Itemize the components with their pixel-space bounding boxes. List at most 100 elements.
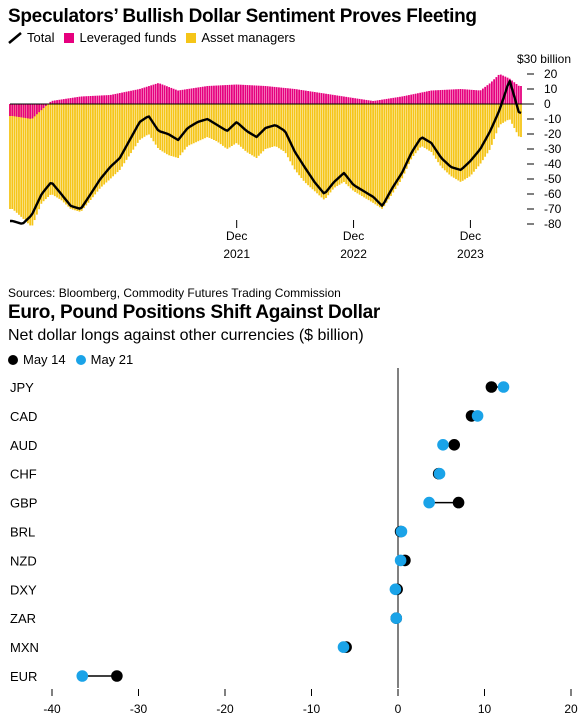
leveraged-funds-bar	[466, 89, 469, 104]
asset-managers-bar	[340, 104, 343, 184]
leveraged-funds-bar	[287, 88, 289, 104]
x-tick-label: -20	[216, 702, 234, 716]
leveraged-funds-bar	[239, 84, 242, 104]
asset-managers-bar	[118, 104, 121, 170]
asset-managers-bar	[372, 104, 374, 203]
leveraged-funds-bar	[455, 89, 457, 104]
asset-managers-bar	[40, 104, 43, 204]
asset-managers-bar	[143, 104, 146, 137]
leveraged-funds-bar	[497, 74, 500, 104]
leveraged-funds-bar	[219, 85, 222, 104]
leveraged-funds-bar	[62, 99, 65, 104]
asset-managers-bar	[49, 104, 52, 195]
asset-managers-bar	[405, 104, 408, 169]
leveraged-funds-bar	[58, 99, 61, 104]
leveraged-funds-bar	[275, 87, 278, 104]
leveraged-funds-bar	[157, 83, 159, 104]
leveraged-funds-bar	[92, 95, 94, 104]
leveraged-funds-bar	[502, 75, 504, 104]
may14-dot	[448, 439, 461, 451]
asset-managers-bar	[504, 104, 507, 122]
leveraged-funds-bar	[83, 96, 85, 104]
category-label: DXY	[10, 582, 37, 597]
leveraged-funds-bar	[372, 100, 374, 104]
asset-managers-bar	[11, 104, 14, 209]
asset-managers-bar	[403, 104, 406, 174]
leveraged-funds-bar	[508, 78, 511, 104]
leveraged-funds-bar	[401, 96, 404, 104]
category-label: MXN	[10, 640, 39, 655]
leveraged-funds-bar	[177, 90, 179, 104]
asset-managers-bar	[253, 104, 256, 157]
leveraged-funds-bar	[266, 86, 269, 104]
leveraged-funds-bar	[320, 93, 323, 104]
asset-managers-bar	[441, 104, 444, 169]
asset-managers-bar	[517, 104, 520, 137]
leveraged-funds-bar	[482, 88, 484, 104]
leveraged-funds-bar	[107, 95, 110, 104]
may14-dot	[452, 496, 465, 509]
leveraged-funds-bar	[307, 91, 309, 104]
asset-managers-bar	[448, 104, 451, 175]
leveraged-funds-bar	[87, 96, 90, 104]
asset-managers-bar	[414, 104, 417, 154]
asset-managers-bar	[385, 104, 388, 203]
asset-managers-bar	[455, 104, 457, 180]
leveraged-funds-bar	[11, 104, 14, 116]
asset-managers-bar	[18, 104, 20, 215]
leveraged-funds-bar	[44, 104, 47, 107]
x-tick-label: 2023	[457, 247, 484, 261]
leveraged-funds-bar	[136, 89, 139, 104]
leveraged-funds-bar	[446, 89, 448, 104]
leveraged-funds-bar	[112, 94, 114, 104]
asset-managers-bar	[369, 104, 372, 202]
asset-managers-bar	[394, 104, 397, 189]
leveraged-funds-bar	[262, 85, 265, 104]
leveraged-funds-bar	[349, 97, 352, 104]
may14-dot	[485, 381, 498, 393]
asset-managers-bar	[58, 104, 61, 199]
leveraged-funds-bar	[410, 94, 413, 104]
asset-managers-bar	[100, 104, 103, 187]
leveraged-funds-bar	[76, 97, 79, 104]
leveraged-funds-bar	[38, 104, 41, 113]
leveraged-funds-bar	[255, 85, 258, 104]
asset-managers-bar	[177, 104, 179, 158]
asset-managers-bar	[246, 104, 249, 153]
leveraged-funds-bar	[374, 100, 377, 104]
y-tick-label: 0	[544, 97, 551, 111]
legend-label-may14: May 14	[23, 352, 66, 367]
asset-managers-bar	[71, 104, 74, 210]
leveraged-funds-bar	[269, 86, 271, 104]
leveraged-funds-bar	[94, 95, 97, 104]
leveraged-funds-bar	[53, 100, 56, 104]
asset-managers-bar	[47, 104, 49, 197]
leveraged-funds-bar	[300, 89, 303, 104]
asset-managers-bar	[345, 104, 348, 185]
y-tick-label: -20	[544, 127, 562, 141]
leveraged-funds-bar	[69, 98, 72, 104]
x-tick-label: -40	[43, 702, 61, 716]
asset-managers-bar	[226, 104, 229, 149]
asset-managers-bar	[318, 104, 321, 196]
leveraged-funds-bar	[217, 85, 220, 104]
asset-managers-bar	[284, 104, 287, 154]
leveraged-funds-bar	[49, 101, 52, 104]
asset-managers-bar	[13, 104, 16, 211]
asset-managers-bar	[29, 104, 32, 226]
leveraged-funds-bar	[188, 88, 191, 104]
leveraged-funds-bar	[230, 84, 233, 104]
asset-managers-bar	[280, 104, 283, 150]
asset-managers-bar	[506, 104, 509, 121]
may21-dot	[394, 554, 407, 567]
leveraged-funds-bar	[356, 98, 359, 104]
top-chart-plot: $30 billion20100-10-20-30-40-50-60-70-80…	[9, 52, 571, 261]
asset-managers-bar	[475, 104, 478, 170]
asset-managers-bar	[470, 104, 473, 175]
leveraged-funds-bar	[109, 94, 112, 104]
asset-managers-bar	[417, 104, 419, 151]
asset-managers-bar	[98, 104, 101, 189]
asset-managers-bar	[96, 104, 99, 192]
leveraged-funds-bar	[210, 85, 213, 104]
may21-dot	[423, 496, 435, 509]
